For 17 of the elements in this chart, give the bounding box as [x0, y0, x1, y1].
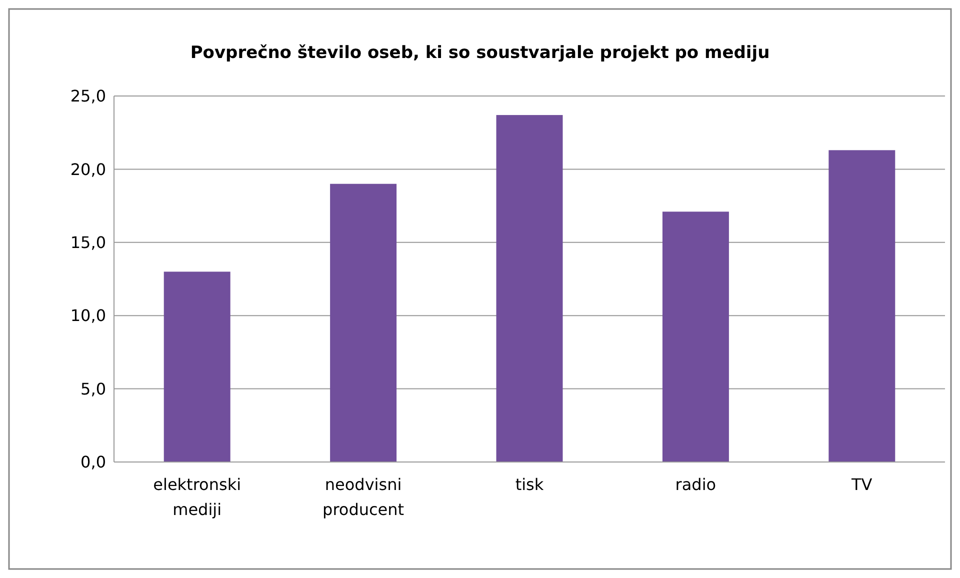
y-tick-label: 20,0: [70, 160, 106, 179]
y-tick-label: 25,0: [70, 86, 106, 106]
x-tick-label: tisk: [515, 475, 544, 494]
bar: [828, 150, 896, 462]
bar: [662, 212, 729, 462]
y-tick-label: 15,0: [70, 233, 106, 252]
bar: [330, 184, 397, 462]
y-tick-label: 0,0: [80, 452, 106, 472]
bar: [496, 115, 563, 462]
x-tick-label: neodvisni producent: [322, 475, 404, 519]
chart-title: Povprečno število oseb, ki so soustvarjale projekt po mediju: [190, 43, 770, 63]
bar: [164, 272, 230, 462]
x-tick-label: elektronski mediji: [153, 475, 242, 519]
x-tick-label: TV: [850, 475, 872, 494]
y-tick-label: 10,0: [70, 306, 106, 326]
y-tick-label: 5,0: [80, 379, 106, 398]
x-tick-label: radio: [675, 475, 716, 494]
